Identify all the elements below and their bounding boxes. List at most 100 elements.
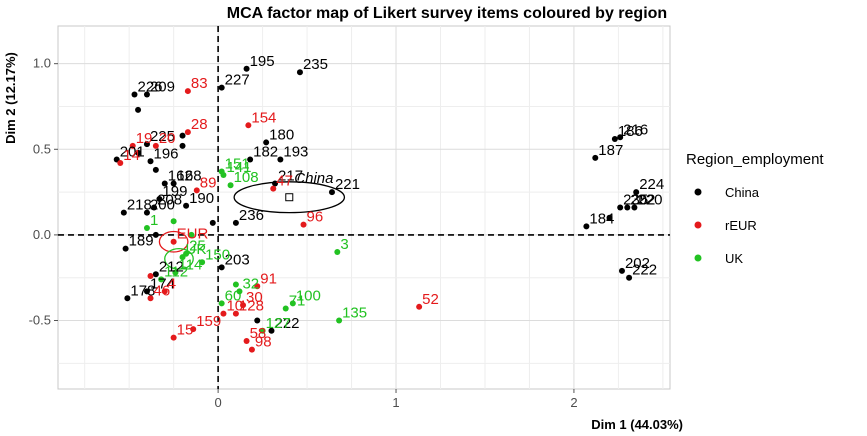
- point-uk: [259, 327, 266, 334]
- point-label: 180: [269, 126, 294, 143]
- point-label: 227: [225, 72, 250, 89]
- point-label: 128: [239, 298, 264, 315]
- point-label: 208: [157, 192, 182, 209]
- point-label: 189: [129, 233, 154, 250]
- x-axis-ticks: 0 1 2: [214, 389, 578, 410]
- point-label: 190: [189, 190, 214, 207]
- point-china: [143, 91, 150, 98]
- point-label: 30: [246, 289, 263, 306]
- point-label: 209: [150, 78, 175, 95]
- point-china: [156, 195, 163, 202]
- point-reur: [184, 129, 191, 136]
- point-reur: [270, 185, 277, 192]
- point-china: [254, 317, 261, 324]
- point-china: [268, 327, 275, 334]
- point-china: [592, 154, 599, 161]
- point-label: 112: [164, 263, 188, 280]
- point-reur: [254, 283, 261, 290]
- point-uk: [236, 288, 243, 295]
- point-uk: [172, 269, 179, 276]
- point-reur: [245, 122, 252, 129]
- legend-key-uk: [694, 254, 702, 262]
- point-label: 89: [200, 174, 217, 191]
- point-label: 224: [639, 176, 664, 193]
- y-axis-ticks: 1.0 0.5 0.0 -0.5: [29, 56, 58, 328]
- point-label: 150: [205, 246, 230, 263]
- point-china: [263, 139, 270, 146]
- point-label: 186: [618, 123, 643, 140]
- point-label: 46: [154, 282, 171, 299]
- point-label: 108: [234, 169, 259, 186]
- y-tick-label: -0.5: [29, 313, 51, 328]
- x-tick-label: 0: [214, 395, 221, 410]
- point-label: EUR: [177, 226, 209, 243]
- legend: Region_employment China rEUR UK: [686, 151, 824, 266]
- point-uk: [282, 305, 289, 312]
- point-china: [247, 156, 254, 163]
- point-uk: [158, 276, 165, 283]
- point-label: 199: [162, 183, 187, 200]
- point-china: [152, 231, 159, 238]
- legend-title: Region_employment: [686, 151, 824, 168]
- point-label: 235: [623, 192, 648, 209]
- point-china: [617, 204, 624, 211]
- point-china: [170, 180, 177, 187]
- point-china: [152, 271, 159, 278]
- point-label: 71: [289, 293, 306, 310]
- point-china: [277, 156, 284, 163]
- point-label: 47: [276, 173, 293, 190]
- x-tick-label: 1: [392, 395, 399, 410]
- point-china: [122, 245, 129, 252]
- legend-key-reur: [694, 221, 702, 229]
- point-label: 184: [589, 210, 614, 227]
- point-label: 222: [632, 262, 657, 279]
- point-uk: [170, 218, 177, 225]
- point-label: 100: [296, 287, 321, 304]
- point-china: [179, 132, 186, 139]
- point-china: [611, 136, 618, 143]
- point-label: 91: [260, 270, 277, 287]
- point-label: 193: [283, 144, 308, 161]
- point-reur: [117, 159, 124, 166]
- point-label: 135: [342, 305, 367, 322]
- point-china: [296, 69, 303, 76]
- point-reur: [232, 310, 239, 317]
- point-label: 28: [191, 116, 208, 133]
- point-reur: [193, 187, 200, 194]
- point-china: [120, 209, 127, 216]
- point-china: [135, 106, 142, 113]
- point-uk: [220, 171, 227, 178]
- point-label: 98: [255, 334, 272, 351]
- y-tick-label: 1.0: [33, 56, 51, 71]
- point-china: [218, 264, 225, 271]
- ellipse-uk: [164, 247, 194, 270]
- point-label: 202: [625, 255, 650, 272]
- point-reur: [248, 346, 255, 353]
- point-uk: [227, 182, 234, 189]
- x-axis-label: Dim 1 (44.03%): [591, 417, 683, 432]
- point-label: 83: [191, 75, 208, 92]
- point-label: 96: [307, 209, 324, 226]
- point-uk: [218, 300, 225, 307]
- point-label: 1: [150, 212, 158, 229]
- ellipse-china: [233, 181, 346, 214]
- plot-panel: [57, 25, 671, 390]
- point-china: [633, 189, 640, 196]
- point-label: 3: [340, 236, 348, 253]
- point-label: 235: [303, 56, 328, 73]
- point-label: 212: [159, 258, 184, 275]
- point-uk: [183, 250, 190, 257]
- point-china: [124, 295, 131, 302]
- point-label: 216: [623, 121, 648, 138]
- point-uk: [199, 259, 206, 266]
- y-axis-label: Dim 2 (12.17%): [3, 52, 18, 144]
- point-china: [161, 180, 168, 187]
- point-china: [272, 180, 279, 187]
- reference-lines: [58, 26, 670, 389]
- point-china: [152, 166, 159, 173]
- point-china: [631, 204, 638, 211]
- point-label: 127: [266, 315, 291, 332]
- x-tick-label: 2: [570, 395, 577, 410]
